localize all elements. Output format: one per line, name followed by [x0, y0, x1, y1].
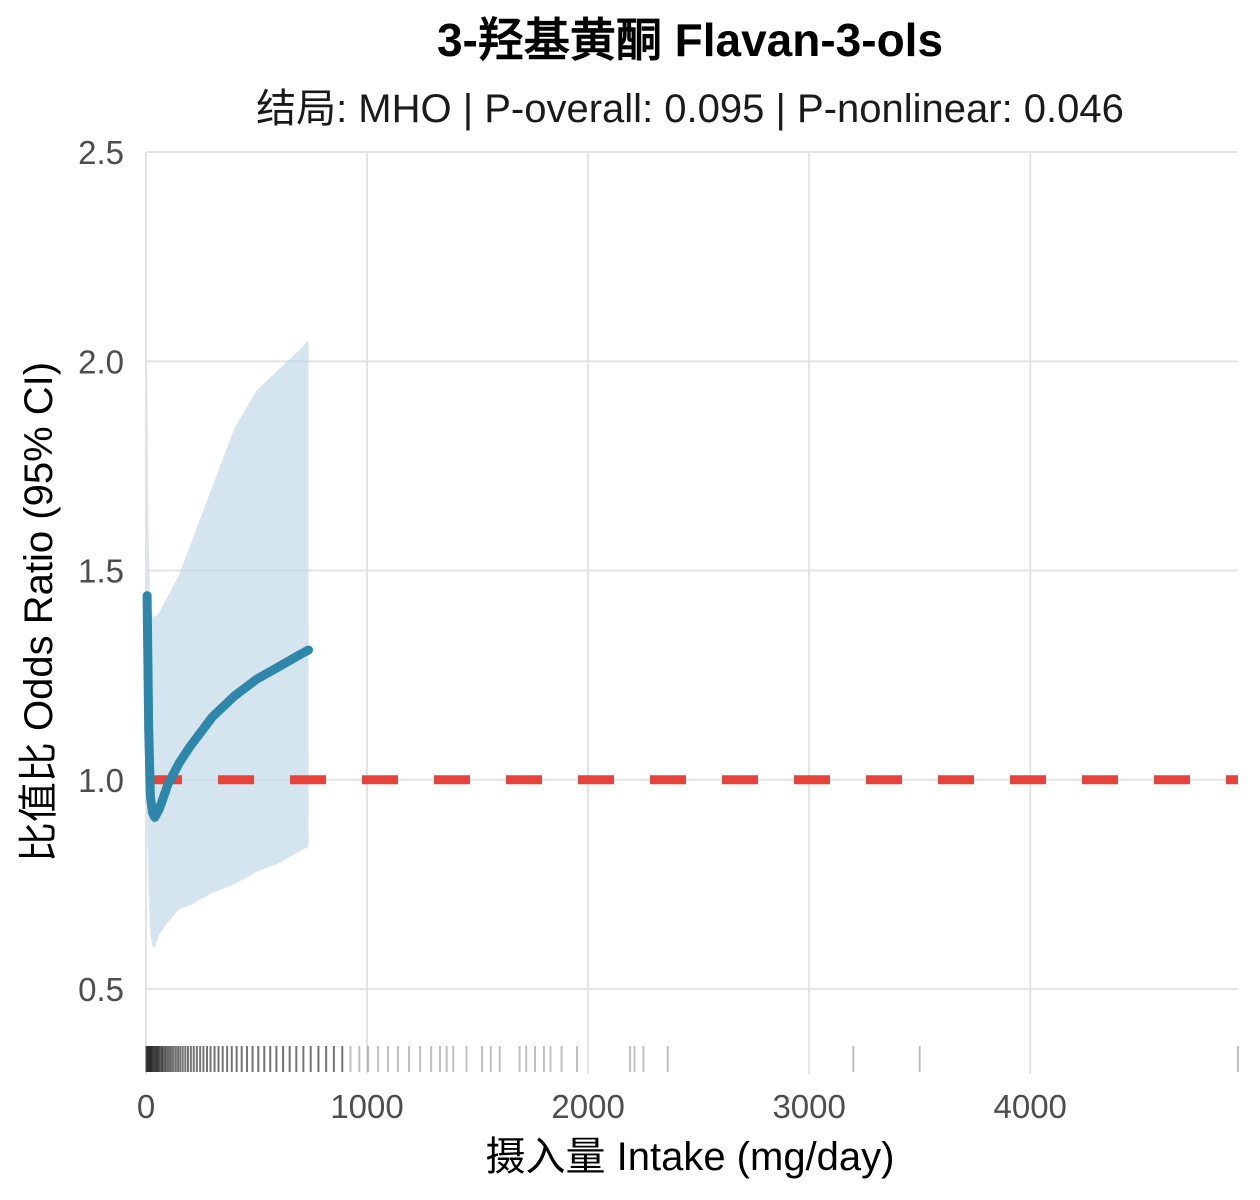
y-tick-label-1: 1.0 — [78, 762, 124, 799]
x-tick-label-0: 0 — [137, 1088, 155, 1125]
grid-lines — [145, 151, 1238, 1074]
y-tick-label-2: 1.5 — [78, 553, 124, 590]
odds-ratio-curve-layer — [142, 591, 313, 822]
y-axis-ticks: 0.5 1.0 1.5 2.0 2.5 — [78, 134, 124, 1008]
y-tick-label-3: 2.0 — [78, 343, 124, 380]
chart-title: 3-羟基黄酮 Flavan-3-ols — [437, 14, 943, 66]
x-tick-label-2: 2000 — [551, 1088, 624, 1125]
x-axis-ticks: 0 1000 2000 3000 4000 — [137, 1088, 1067, 1125]
confidence-band-0 — [147, 340, 309, 948]
rug-marks — [145, 1046, 1239, 1072]
x-tick-label-4: 4000 — [993, 1088, 1066, 1125]
chart-subtitle: 结局: MHO | P-overall: 0.095 | P-nonlinear… — [256, 87, 1124, 131]
odds-ratio-curve-0 — [142, 591, 313, 822]
y-tick-label-4: 2.5 — [78, 134, 124, 171]
x-axis-label: 摄入量 Intake (mg/day) — [485, 1135, 894, 1179]
y-tick-label-0: 0.5 — [78, 971, 124, 1008]
y-axis-label: 比值比 Odds Ratio (95% CI) — [17, 362, 61, 862]
x-tick-label-3: 3000 — [772, 1088, 845, 1125]
confidence-band-layer — [147, 340, 309, 948]
x-tick-label-1: 1000 — [330, 1088, 403, 1125]
